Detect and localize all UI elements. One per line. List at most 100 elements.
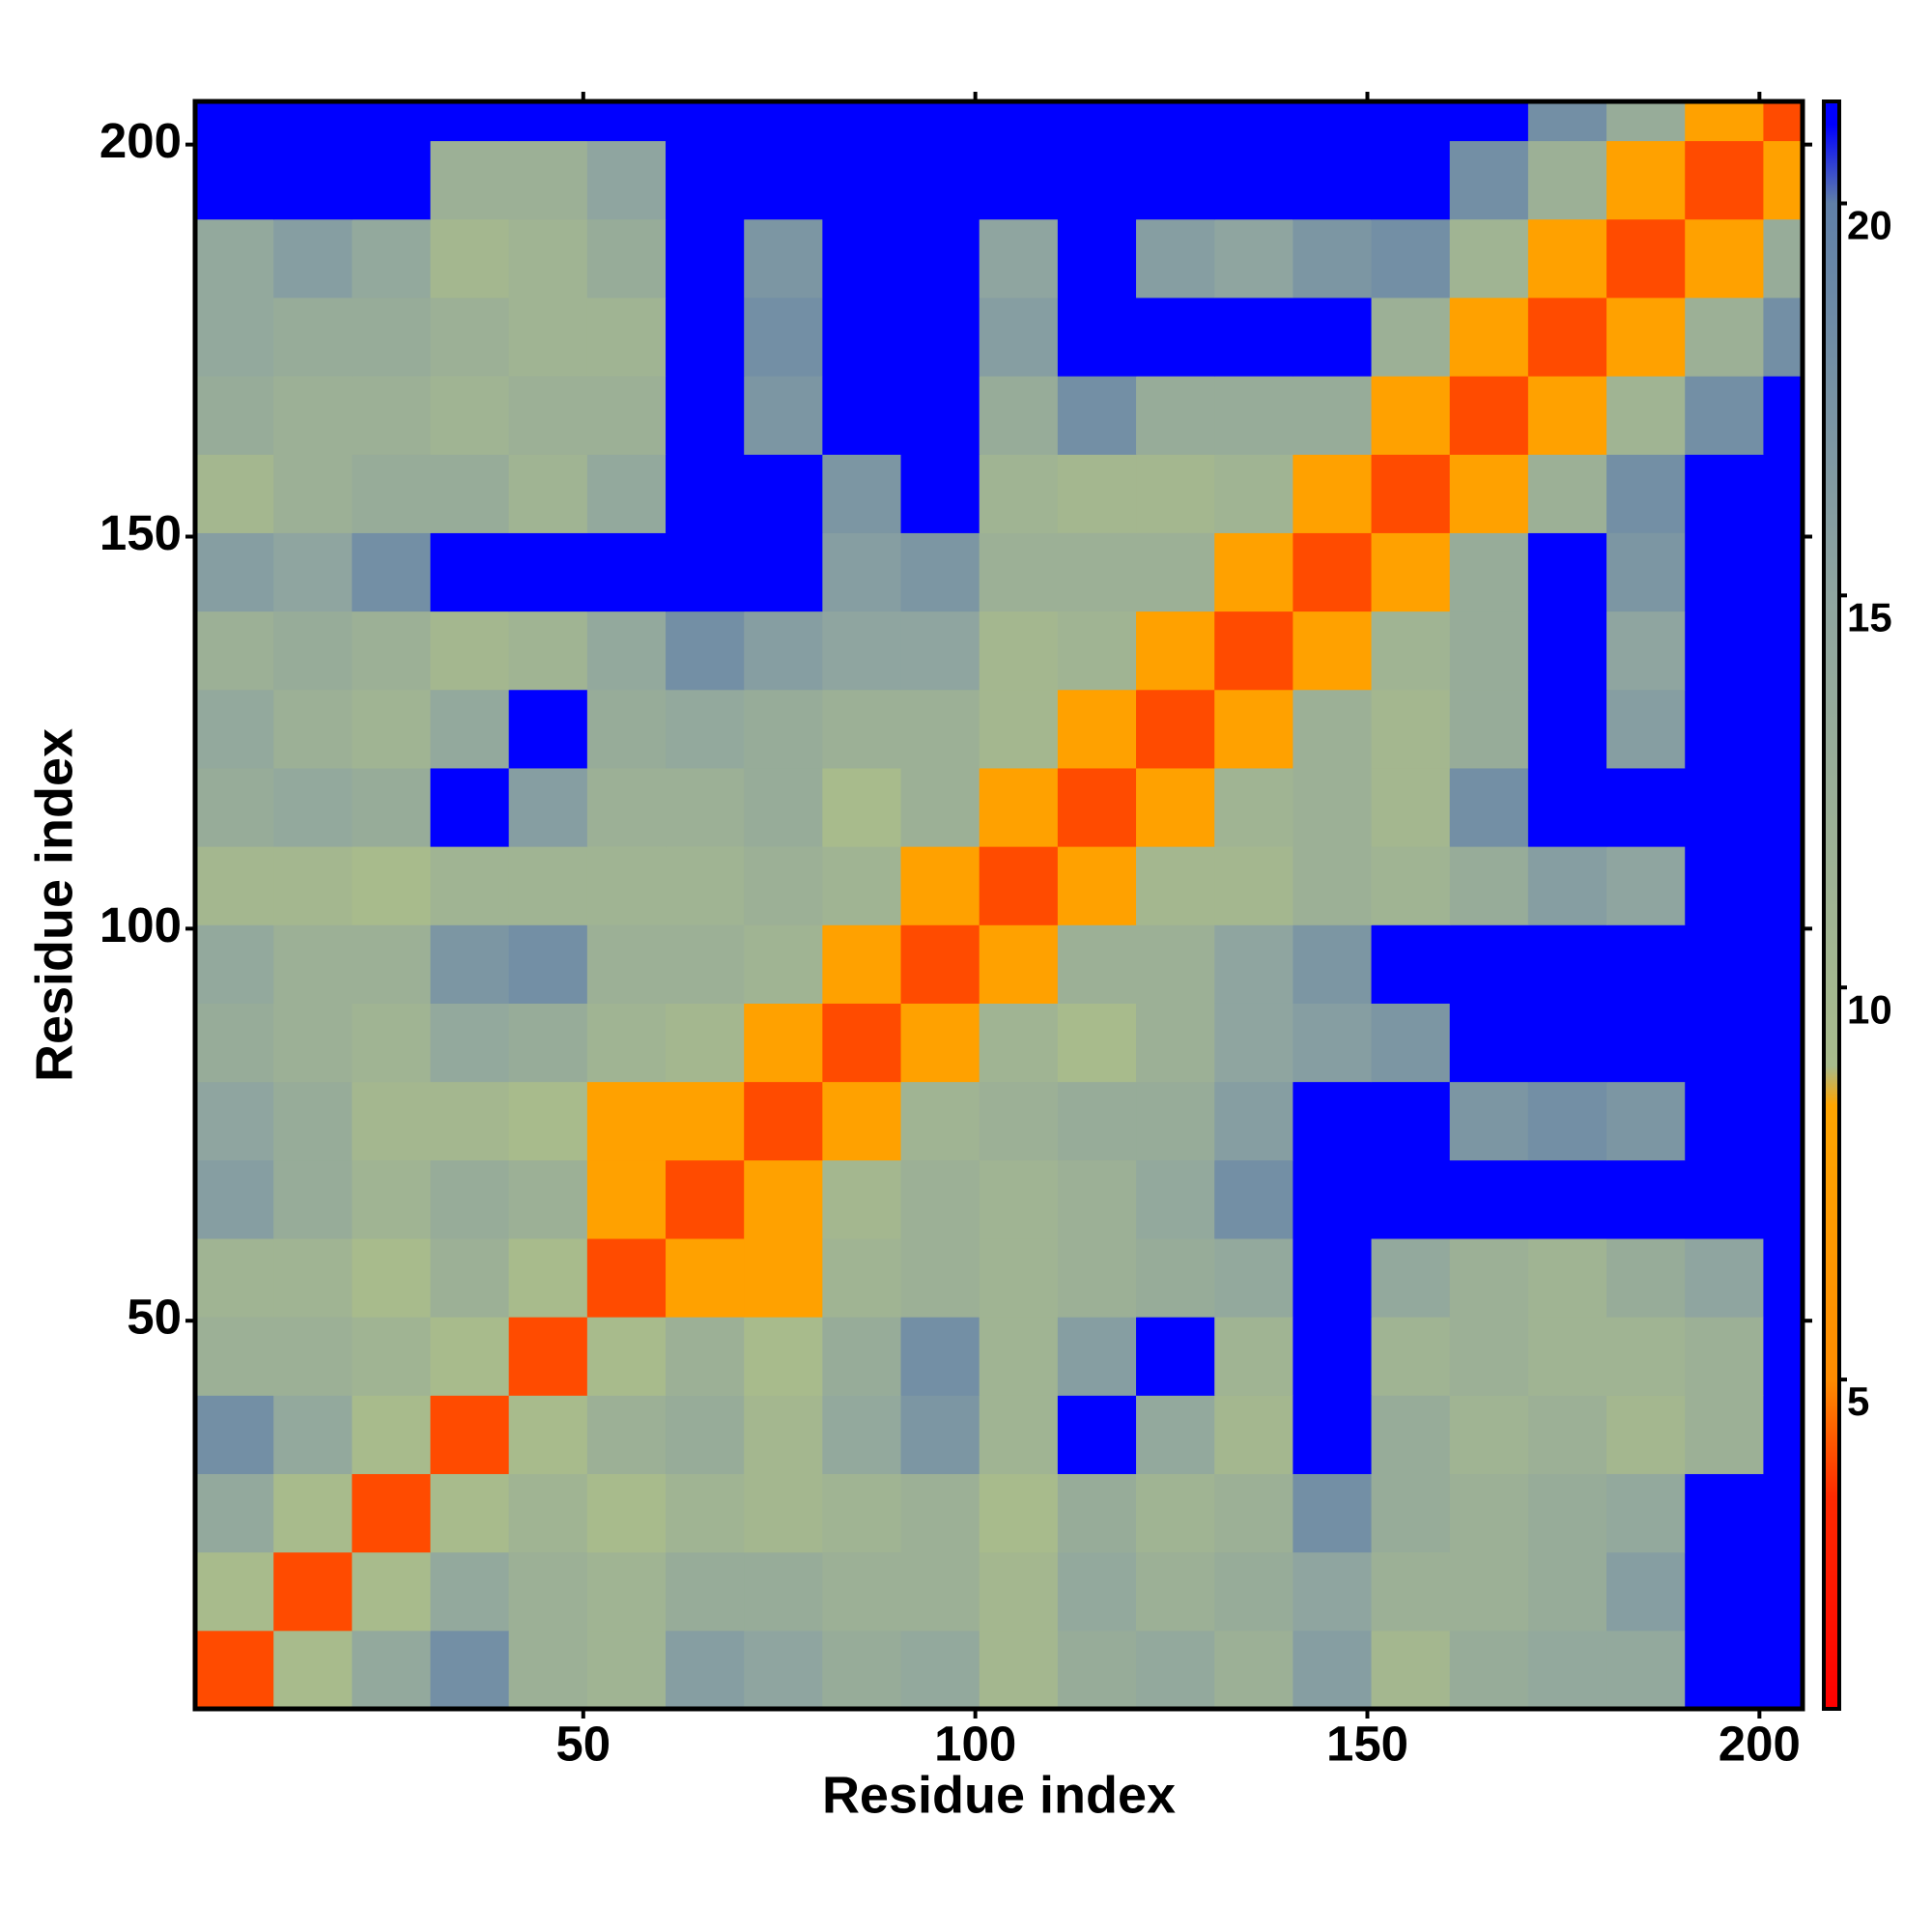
heatmap-cell [1293,767,1373,847]
heatmap-cell [1371,140,1451,220]
heatmap-cell [1763,140,1804,220]
heatmap-cell [508,611,588,691]
heatmap-cell [352,101,432,142]
heatmap-cell [1685,1081,1764,1161]
heatmap-cell [1136,1395,1215,1474]
heatmap-cell [1685,767,1764,847]
heatmap-cell [744,454,823,533]
heatmap-cell [1136,1237,1215,1318]
heatmap-cell [744,767,823,847]
heatmap-cell [195,924,274,1004]
heatmap-cell [430,532,510,612]
heatmap-cell [666,1551,745,1632]
heatmap-cell [430,1473,510,1553]
heatmap-cell [744,1473,823,1553]
heatmap-cell [744,532,823,612]
heatmap-cell [1763,1003,1804,1083]
heatmap-cell [900,846,980,925]
heatmap-cell [1449,1159,1529,1239]
heatmap-cell [1371,689,1451,769]
heatmap-cell [352,1473,432,1553]
heatmap-cell [1371,846,1451,925]
heatmap-cell [1527,846,1607,925]
heatmap-cell [1763,846,1804,925]
heatmap-cell [1527,1317,1607,1396]
heatmap-cell [195,532,274,612]
heatmap-cell [1214,454,1293,533]
heatmap-cell [195,454,274,533]
heatmap-cell [1685,846,1764,925]
heatmap-cell [1136,218,1215,298]
heatmap-cell [1449,297,1529,377]
heatmap-cell [900,1473,980,1553]
heatmap-cell [979,1395,1059,1474]
heatmap-cell [352,1159,432,1239]
heatmap-cell [1763,101,1804,142]
heatmap-cell [352,1630,432,1710]
heatmap-cell [900,532,980,612]
heatmap-cell [352,532,432,612]
heatmap-cell [1527,1159,1607,1239]
heatmap-cell [1293,101,1373,142]
heatmap-cell [508,846,588,925]
heatmap-cell [1685,101,1764,142]
heatmap-cell [900,611,980,691]
heatmap-cell [1293,218,1373,298]
heatmap-cell [1214,1081,1293,1161]
heatmap-cell [1449,1317,1529,1396]
heatmap-cell [1685,454,1764,533]
heatmap-cell [1214,689,1293,769]
heatmap-cell [1371,767,1451,847]
heatmap-cell [352,846,432,925]
heatmap-cell [1293,1473,1373,1553]
heatmap-cell [1449,140,1529,220]
heatmap-cell [1606,297,1686,377]
x-tick-label: 200 [1719,1716,1801,1771]
heatmap-cell [273,611,353,691]
heatmap-cell [1527,924,1607,1004]
heatmap-cell [1449,1473,1529,1553]
heatmap-cell [979,924,1059,1004]
heatmap-cell [1527,767,1607,847]
heatmap-cell [1763,1237,1804,1318]
heatmap-cell [430,140,510,220]
heatmap-cell [1449,454,1529,533]
heatmap-cell [508,1237,588,1318]
heatmap-cell [1057,924,1137,1004]
heatmap-cell [273,767,353,847]
heatmap-cell [586,376,667,455]
heatmap-cell [1449,846,1529,925]
heatmap-cell [273,1630,353,1710]
heatmap-cell [1293,689,1373,769]
heatmap-cell [979,1551,1059,1632]
heatmap-cell [979,376,1059,455]
heatmap-cell [586,846,667,925]
heatmap-cell [430,1159,510,1239]
heatmap-cell [1057,376,1137,455]
heatmap-cell [1606,140,1686,220]
heatmap-cell [1449,532,1529,612]
heatmap-cell [1527,376,1607,455]
heatmap-cell [1763,1395,1804,1474]
heatmap-cell [1371,454,1451,533]
heatmap-cell [744,1159,823,1239]
heatmap-cell [900,454,980,533]
heatmap-cell [1449,689,1529,769]
heatmap-cell [666,1159,745,1239]
heatmap-cell [508,376,588,455]
heatmap-cell [273,1081,353,1161]
heatmap-cell [273,101,353,142]
heatmap-cell [195,1551,274,1632]
heatmap-cell [1763,218,1804,298]
heatmap-cell [979,101,1059,142]
heatmap-cell [195,218,274,298]
heatmap-cell [1527,1551,1607,1632]
heatmap-cell [666,1473,745,1553]
heatmap-cell [1763,1159,1804,1239]
heatmap-cell [900,1237,980,1318]
colorbar-tick-label: 10 [1847,986,1892,1032]
heatmap-cell [586,767,667,847]
heatmap-cell [1136,689,1215,769]
heatmap-cell [352,611,432,691]
heatmap-cell [666,140,745,220]
